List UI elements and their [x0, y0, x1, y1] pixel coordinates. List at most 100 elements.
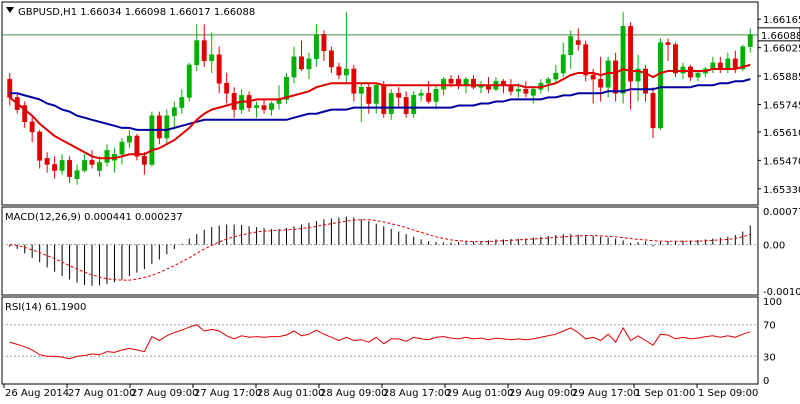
- candle: [52, 156, 58, 179]
- candle: [381, 81, 387, 118]
- rsi-tick-label: 70: [763, 321, 776, 332]
- x-tick-label: 28 Aug 01:00: [257, 388, 324, 399]
- candle-body: [643, 68, 648, 94]
- candle-body: [321, 34, 327, 51]
- x-tick-label: 1 Sep 09:00: [698, 388, 758, 399]
- candle-body: [747, 34, 753, 47]
- rsi-title: RSI(14) 61.1900: [5, 302, 86, 313]
- candle: [343, 12, 349, 84]
- price-tick-label: 1.66025: [763, 44, 800, 55]
- macd-pane: 0.00077 0.00 -0.00106: [1, 206, 800, 298]
- candle-body: [673, 44, 678, 74]
- candle: [179, 89, 185, 114]
- candle-body: [209, 54, 215, 62]
- candle: [156, 111, 162, 145]
- candle: [471, 75, 476, 90]
- candle: [403, 91, 409, 118]
- candle: [328, 46, 334, 74]
- candle: [687, 64, 693, 82]
- candle-body: [149, 115, 155, 165]
- candle: [396, 87, 402, 108]
- candle-body: [515, 89, 521, 92]
- macd-pane-frame: [1, 206, 759, 296]
- candle-body: [141, 156, 147, 165]
- chart-title: GBPUSD,H1 1.66034 1.66098 1.66017 1.6608…: [18, 7, 255, 18]
- x-tick-label: 28 Aug 17:00: [383, 388, 450, 399]
- candle: [67, 156, 73, 183]
- candle: [313, 24, 319, 67]
- rsi-tick-label: 100: [763, 297, 782, 308]
- candle: [306, 52, 312, 80]
- candle-body: [59, 160, 65, 171]
- candle-body: [336, 66, 342, 76]
- candle-body: [119, 141, 125, 155]
- candle: [418, 89, 424, 102]
- candle-body: [97, 162, 102, 171]
- candle-body: [403, 97, 409, 114]
- candle-body: [74, 170, 80, 179]
- candle-body: [29, 121, 35, 133]
- candle-body: [523, 89, 529, 94]
- candle-body: [553, 72, 559, 80]
- candle-body: [396, 93, 402, 98]
- candle: [171, 101, 177, 128]
- x-tick-label: 27 Aug 01:00: [68, 388, 135, 399]
- x-tick-label: 28 Aug 09:00: [320, 388, 387, 399]
- candle-body: [381, 84, 387, 114]
- candle: [209, 32, 215, 74]
- candle-body: [418, 93, 424, 96]
- candle: [665, 38, 671, 61]
- candle-body: [373, 84, 379, 104]
- candle: [299, 40, 304, 71]
- candle-body: [680, 66, 686, 74]
- current-price-box: [757, 27, 800, 42]
- candle: [635, 54, 641, 102]
- candle: [44, 152, 50, 173]
- candle-body: [22, 105, 28, 123]
- candle: [126, 129, 132, 149]
- candle: [321, 30, 327, 61]
- candle: [658, 38, 663, 130]
- rsi-pane: 100 70 30 0: [1, 296, 782, 387]
- candle: [82, 154, 87, 173]
- candle-body: [328, 50, 334, 68]
- candle-body: [687, 66, 693, 78]
- candle-body: [134, 135, 140, 157]
- candle: [628, 22, 634, 110]
- candle-body: [52, 164, 58, 171]
- candle-body: [156, 115, 162, 139]
- candle-body: [201, 40, 207, 62]
- price-tick-label: 1.65745: [763, 101, 800, 112]
- candle: [149, 111, 155, 167]
- candle-body: [254, 105, 260, 108]
- candle: [284, 73, 289, 104]
- candle: [22, 101, 28, 128]
- candle-body: [695, 72, 701, 78]
- candle-body: [171, 107, 177, 116]
- triangle-down-icon[interactable]: [6, 7, 14, 13]
- candle: [650, 87, 656, 139]
- candle: [358, 83, 364, 122]
- candle: [224, 73, 230, 104]
- candle: [194, 24, 200, 71]
- candle: [643, 64, 648, 102]
- x-tick-label: 29 Aug 09:00: [509, 388, 576, 399]
- candle-body: [194, 40, 200, 66]
- candle-body: [448, 78, 454, 84]
- candle-body: [388, 93, 394, 114]
- candle: [613, 52, 619, 102]
- candle-body: [224, 82, 230, 94]
- rsi-pane-frame: [1, 296, 759, 385]
- candle-body: [530, 89, 536, 96]
- candle-body: [583, 44, 589, 76]
- candle-body: [665, 42, 671, 45]
- candle-body: [658, 42, 663, 129]
- candle-body: [67, 160, 73, 177]
- candle: [575, 28, 581, 51]
- candle-body: [343, 68, 349, 76]
- x-tick-label: 1 Sep 01:00: [635, 388, 695, 399]
- candle-body: [471, 78, 476, 88]
- candle-body: [179, 97, 185, 108]
